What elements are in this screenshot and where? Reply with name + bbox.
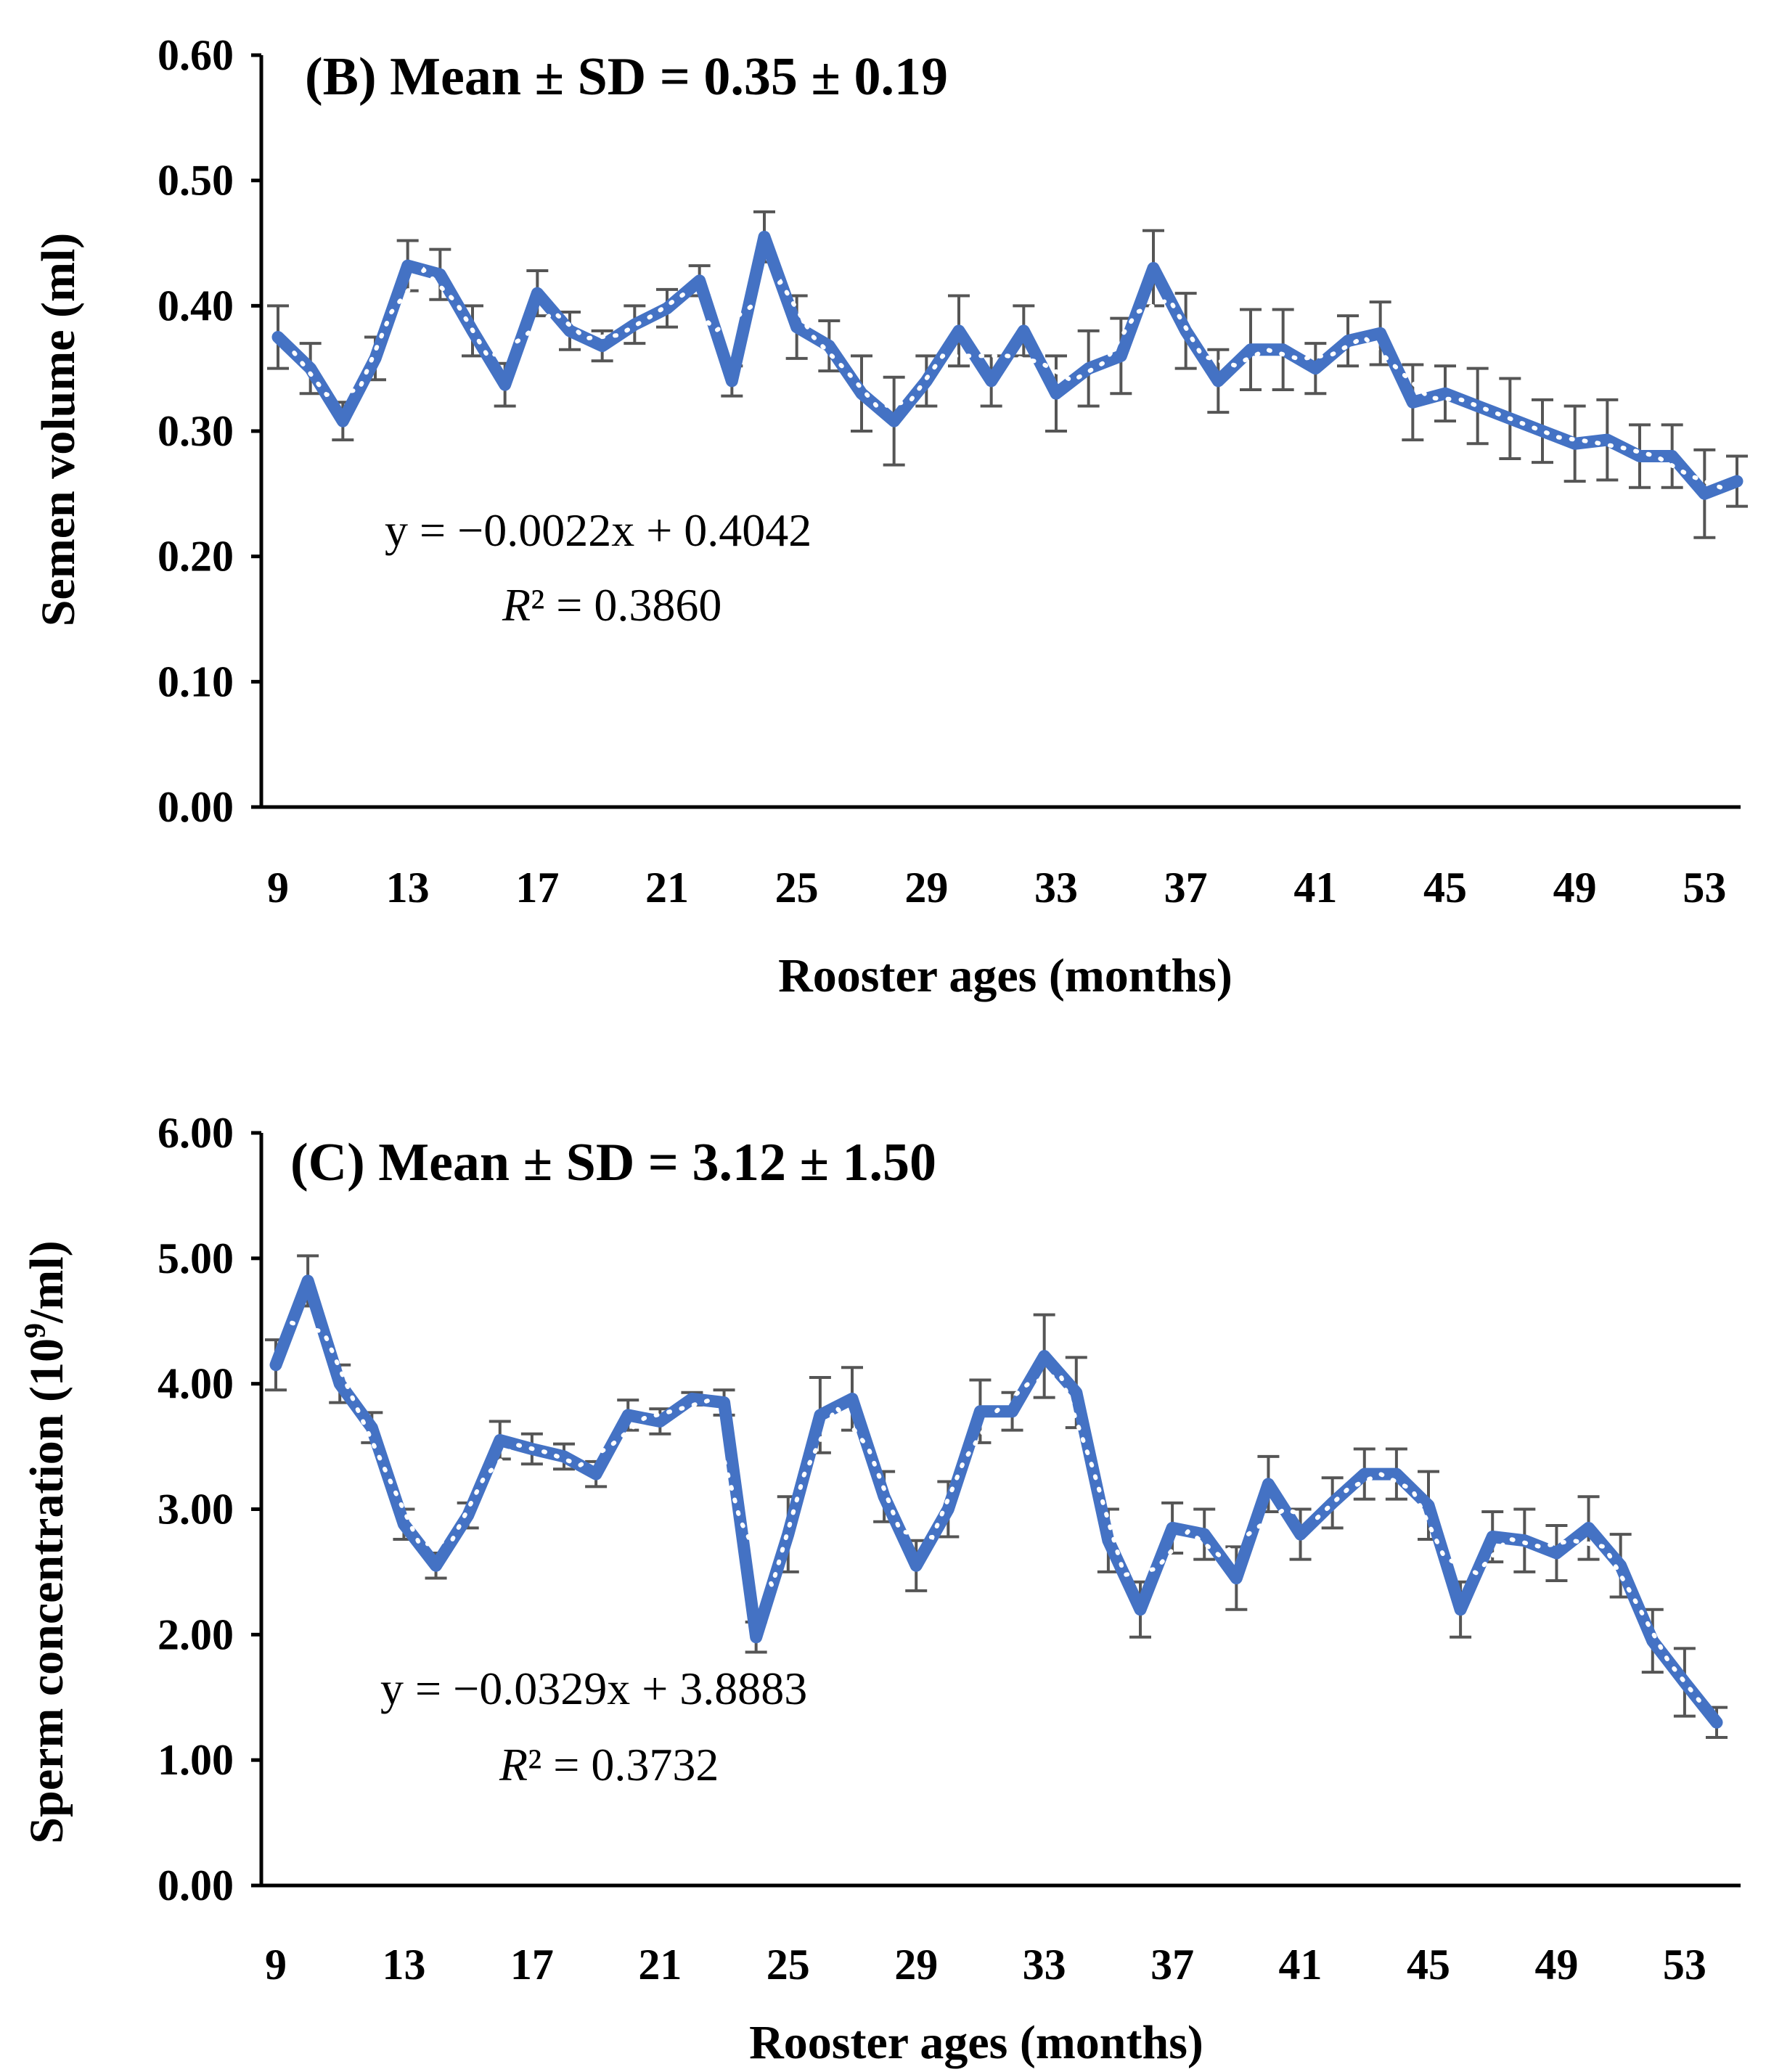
- panel-c-y-axis-title-sup: 9: [19, 1323, 52, 1338]
- x-tick-label: 17: [510, 1941, 554, 1989]
- x-tick-label: 33: [1034, 864, 1078, 912]
- y-tick-label: 0.20: [158, 533, 234, 581]
- x-tick-label: 21: [638, 1941, 682, 1989]
- y-tick-label: 0.10: [158, 658, 234, 705]
- panel-b-y-ticks: 0.00 0.10 0.20 0.30 0.40 0.50 0.60: [158, 31, 261, 831]
- panel-b: 0.00 0.10 0.20 0.30 0.40 0.50 0.60 9 13 17 21 25 29…: [32, 31, 1748, 1002]
- y-tick-label: 4.00: [158, 1360, 234, 1408]
- panel-b-x-axis-title: Rooster ages (months): [778, 949, 1232, 1002]
- panel-c-equation: y = −0.0329x + 3.8883: [380, 1663, 807, 1714]
- x-tick-label: 49: [1534, 1941, 1578, 1989]
- x-tick-label: 25: [767, 1941, 810, 1989]
- panel-c-y-axis-title-main: Sperm concentration (10: [20, 1338, 73, 1844]
- panel-c-y-axis-title-end: /ml): [20, 1240, 73, 1324]
- panel-b-r2: R² = 0.3860: [502, 579, 721, 631]
- panel-b-trendline: [292, 266, 1723, 490]
- y-tick-label: 0.50: [158, 157, 234, 205]
- panel-b-r2-value: ² = 0.3860: [531, 579, 721, 631]
- panel-b-y-axis-title: Semen volume (ml): [32, 233, 85, 627]
- x-tick-label: 9: [265, 1941, 287, 1989]
- y-tick-label: 0.00: [158, 783, 234, 831]
- x-tick-label: 45: [1423, 864, 1467, 912]
- x-tick-label: 13: [386, 864, 430, 912]
- panel-b-title: (B) Mean ± SD = 0.35 ± 0.19: [305, 47, 948, 107]
- x-tick-label: 9: [267, 864, 289, 912]
- panel-b-x-ticks: 9 13 17 21 25 29 33 37 41 45 49 53: [267, 864, 1726, 912]
- x-tick-label: 17: [515, 864, 559, 912]
- panel-b-equation: y = −0.0022x + 0.4042: [385, 504, 812, 556]
- x-tick-label: 25: [775, 864, 819, 912]
- x-tick-label: 37: [1164, 864, 1208, 912]
- y-tick-label: 0.30: [158, 407, 234, 455]
- panel-c-series-line: [269, 1274, 1723, 1729]
- x-tick-label: 45: [1407, 1941, 1450, 1989]
- y-tick-label: 0.40: [158, 282, 234, 329]
- x-tick-label: 13: [382, 1941, 425, 1989]
- panel-c-r2-label: R: [499, 1739, 528, 1790]
- panel-c-y-ticks: 0.00 1.00 2.00 3.00 4.00 5.00 6.00: [158, 1109, 261, 1909]
- panel-c-x-ticks: 9 13 17 21 25 29 33 37 41 45 49 53: [265, 1941, 1706, 1989]
- x-tick-label: 29: [894, 1941, 938, 1989]
- x-tick-label: 29: [904, 864, 948, 912]
- y-tick-label: 0.60: [158, 31, 234, 79]
- x-tick-label: 53: [1663, 1941, 1706, 1989]
- y-tick-label: 2.00: [158, 1610, 234, 1658]
- y-tick-label: 3.00: [158, 1486, 234, 1533]
- x-tick-label: 41: [1279, 1941, 1323, 1989]
- y-tick-label: 0.00: [158, 1862, 234, 1909]
- x-tick-label: 37: [1150, 1941, 1194, 1989]
- x-tick-label: 53: [1683, 864, 1726, 912]
- panel-c-x-axis-title: Rooster ages (months): [749, 2016, 1203, 2069]
- y-tick-label: 1.00: [158, 1736, 234, 1784]
- x-tick-label: 21: [645, 864, 689, 912]
- panel-b-r2-label: R: [502, 579, 531, 631]
- x-tick-label: 41: [1293, 864, 1337, 912]
- panel-b-error-bars: [267, 210, 1748, 539]
- panel-c: 0.00 1.00 2.00 3.00 4.00 5.00 6.00 9 13 17 21 25 29…: [19, 1109, 1741, 2069]
- panel-c-title: (C) Mean ± SD = 3.12 ± 1.50: [290, 1133, 936, 1192]
- panel-b-series-line: [271, 230, 1743, 500]
- x-tick-label: 49: [1553, 864, 1597, 912]
- y-tick-label: 5.00: [158, 1234, 234, 1282]
- panel-c-r2-value: ² = 0.3732: [528, 1739, 719, 1790]
- panel-c-y-axis-title: Sperm concentration (109/ml): [19, 1240, 73, 1843]
- y-tick-label: 6.00: [158, 1109, 234, 1157]
- panel-c-r2: R² = 0.3732: [499, 1739, 719, 1790]
- panel-c-trendline: [290, 1320, 1703, 1705]
- x-tick-label: 33: [1023, 1941, 1066, 1989]
